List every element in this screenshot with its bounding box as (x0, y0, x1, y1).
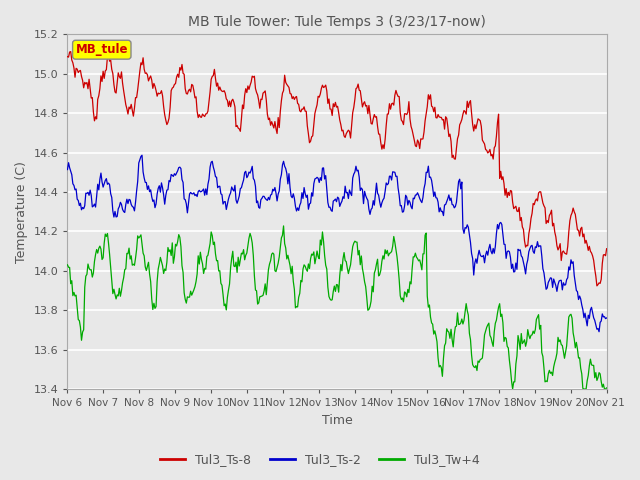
Legend: Tul3_Ts-8, Tul3_Ts-2, Tul3_Tw+4: Tul3_Ts-8, Tul3_Ts-2, Tul3_Tw+4 (155, 448, 485, 471)
Y-axis label: Temperature (C): Temperature (C) (15, 161, 28, 263)
X-axis label: Time: Time (322, 414, 353, 427)
Text: MB_tule: MB_tule (76, 43, 128, 56)
Title: MB Tule Tower: Tule Temps 3 (3/23/17-now): MB Tule Tower: Tule Temps 3 (3/23/17-now… (188, 15, 486, 29)
